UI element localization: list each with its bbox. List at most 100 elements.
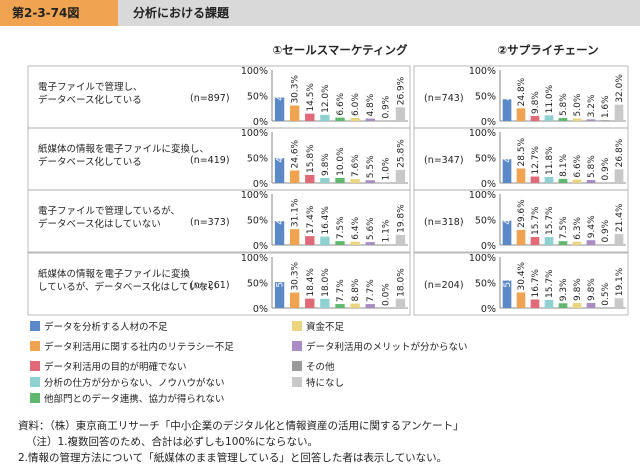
data-label: 31.1% bbox=[291, 198, 301, 227]
data-label: 0.0% bbox=[381, 283, 391, 306]
bar bbox=[289, 170, 300, 183]
data-label: 11.8% bbox=[545, 146, 555, 175]
data-label: 7.7% bbox=[366, 279, 376, 302]
y-tick-label: 50% bbox=[475, 279, 496, 290]
bar bbox=[558, 303, 568, 308]
data-label: 19.8% bbox=[396, 204, 406, 233]
data-label: 5.6% bbox=[366, 217, 376, 240]
bar bbox=[274, 221, 285, 245]
data-label: 7.7% bbox=[336, 279, 346, 302]
data-label: 0.9% bbox=[381, 95, 391, 118]
data-label: 6.3% bbox=[573, 216, 583, 239]
data-label: 46.6% bbox=[276, 196, 286, 225]
bar bbox=[558, 178, 568, 183]
bar bbox=[320, 298, 330, 308]
bar bbox=[289, 229, 300, 245]
bar bbox=[320, 114, 330, 121]
bar bbox=[395, 169, 406, 183]
data-label: 9.3% bbox=[559, 278, 569, 301]
bar bbox=[350, 241, 360, 245]
legend-swatch bbox=[292, 361, 302, 371]
data-label: 46.7% bbox=[503, 134, 513, 163]
row-label: 紙媒体の情報を電子ファイルに変換し、 bbox=[38, 143, 209, 155]
sample-size: (n=743) bbox=[424, 93, 464, 104]
y-tick-label: 100% bbox=[241, 128, 268, 139]
row-label: 電子ファイルで管理しているが、 bbox=[38, 205, 180, 217]
bar bbox=[586, 180, 596, 183]
data-label: 14.5% bbox=[306, 83, 316, 112]
row-label: データベース化はしていない bbox=[38, 218, 161, 230]
data-label: 18.0% bbox=[396, 268, 406, 297]
y-tick-label: 100% bbox=[469, 128, 496, 139]
row-label: データベース化している bbox=[38, 156, 142, 168]
data-label: 8.8% bbox=[351, 278, 361, 301]
bar bbox=[320, 178, 330, 183]
bar bbox=[614, 298, 624, 308]
y-tick-label: 100% bbox=[469, 190, 496, 201]
bar bbox=[395, 234, 406, 245]
legend-label: データ利活用のメリットが分からない bbox=[306, 341, 468, 353]
bar bbox=[380, 182, 391, 183]
footnote-2: 2.情報の管理方法について「紙媒体のまま管理している」と回答した者は表示していな… bbox=[18, 452, 448, 464]
bar bbox=[530, 299, 540, 308]
y-tick-label: 100% bbox=[469, 66, 496, 77]
bar bbox=[335, 117, 345, 121]
row-label: 電子ファイルで管理し、 bbox=[38, 81, 143, 93]
legend-label: 他部門とのデータ連携、協力が得られない bbox=[44, 393, 224, 405]
y-tick-label: 50% bbox=[247, 154, 268, 165]
data-label: 15.8% bbox=[306, 144, 316, 173]
data-label: 50.6% bbox=[276, 259, 286, 288]
data-label: 32.0% bbox=[615, 74, 625, 103]
data-label: 28.5% bbox=[517, 137, 527, 166]
legend-label: データ利活用の目的が明確でない bbox=[44, 361, 187, 373]
data-label: 26.9% bbox=[396, 76, 406, 105]
bar bbox=[305, 174, 315, 183]
legend-swatch bbox=[30, 361, 40, 371]
data-label: 9.8% bbox=[321, 153, 331, 176]
bar bbox=[289, 105, 300, 121]
y-tick-label: 0% bbox=[481, 304, 496, 315]
data-label: 4.8% bbox=[366, 93, 376, 116]
y-tick-label: 0% bbox=[481, 117, 496, 128]
sample-size: (n=261) bbox=[190, 280, 230, 291]
legend-swatch bbox=[292, 321, 302, 331]
bar bbox=[502, 99, 512, 121]
y-tick-label: 100% bbox=[241, 190, 268, 201]
row-label: 紙媒体の情報を電子ファイルに変換 bbox=[38, 268, 191, 280]
data-label: 30.3% bbox=[291, 75, 301, 104]
bar bbox=[544, 176, 554, 183]
bar bbox=[530, 116, 540, 121]
data-label: 25.8% bbox=[396, 139, 406, 168]
data-label: 15.7% bbox=[531, 206, 541, 235]
y-tick-label: 50% bbox=[247, 92, 268, 103]
data-label: 18.0% bbox=[321, 268, 331, 297]
data-label: 29.6% bbox=[517, 199, 527, 228]
figure-header: 第2-3-74図 分析における課題 bbox=[0, 0, 640, 26]
legend-swatch bbox=[30, 393, 40, 403]
bar bbox=[502, 220, 512, 245]
row-frame bbox=[413, 252, 629, 316]
y-tick-label: 50% bbox=[247, 216, 268, 227]
data-label: 30.3% bbox=[291, 262, 301, 291]
bar bbox=[530, 236, 540, 245]
data-label: 15.7% bbox=[545, 269, 555, 298]
row-frame bbox=[27, 252, 411, 316]
bar bbox=[350, 117, 360, 121]
bar bbox=[289, 292, 300, 308]
data-label: 42.7% bbox=[503, 72, 513, 101]
bar bbox=[350, 179, 360, 183]
data-label: 53.9% bbox=[503, 259, 513, 288]
bar bbox=[305, 298, 315, 308]
sample-size: (n=373) bbox=[190, 217, 230, 228]
bar bbox=[572, 118, 582, 121]
data-label: 24.8% bbox=[517, 77, 527, 106]
figure-id: 第2-3-74図 bbox=[0, 0, 118, 26]
legend-label: データを分析する人材の不足 bbox=[44, 321, 168, 333]
data-label: 24.6% bbox=[291, 139, 301, 168]
y-tick-label: 100% bbox=[469, 253, 496, 264]
legend-label: 資金不足 bbox=[306, 321, 345, 333]
legend-swatch bbox=[30, 341, 40, 351]
bar bbox=[305, 236, 315, 245]
bar bbox=[544, 299, 554, 308]
bar bbox=[586, 303, 596, 308]
